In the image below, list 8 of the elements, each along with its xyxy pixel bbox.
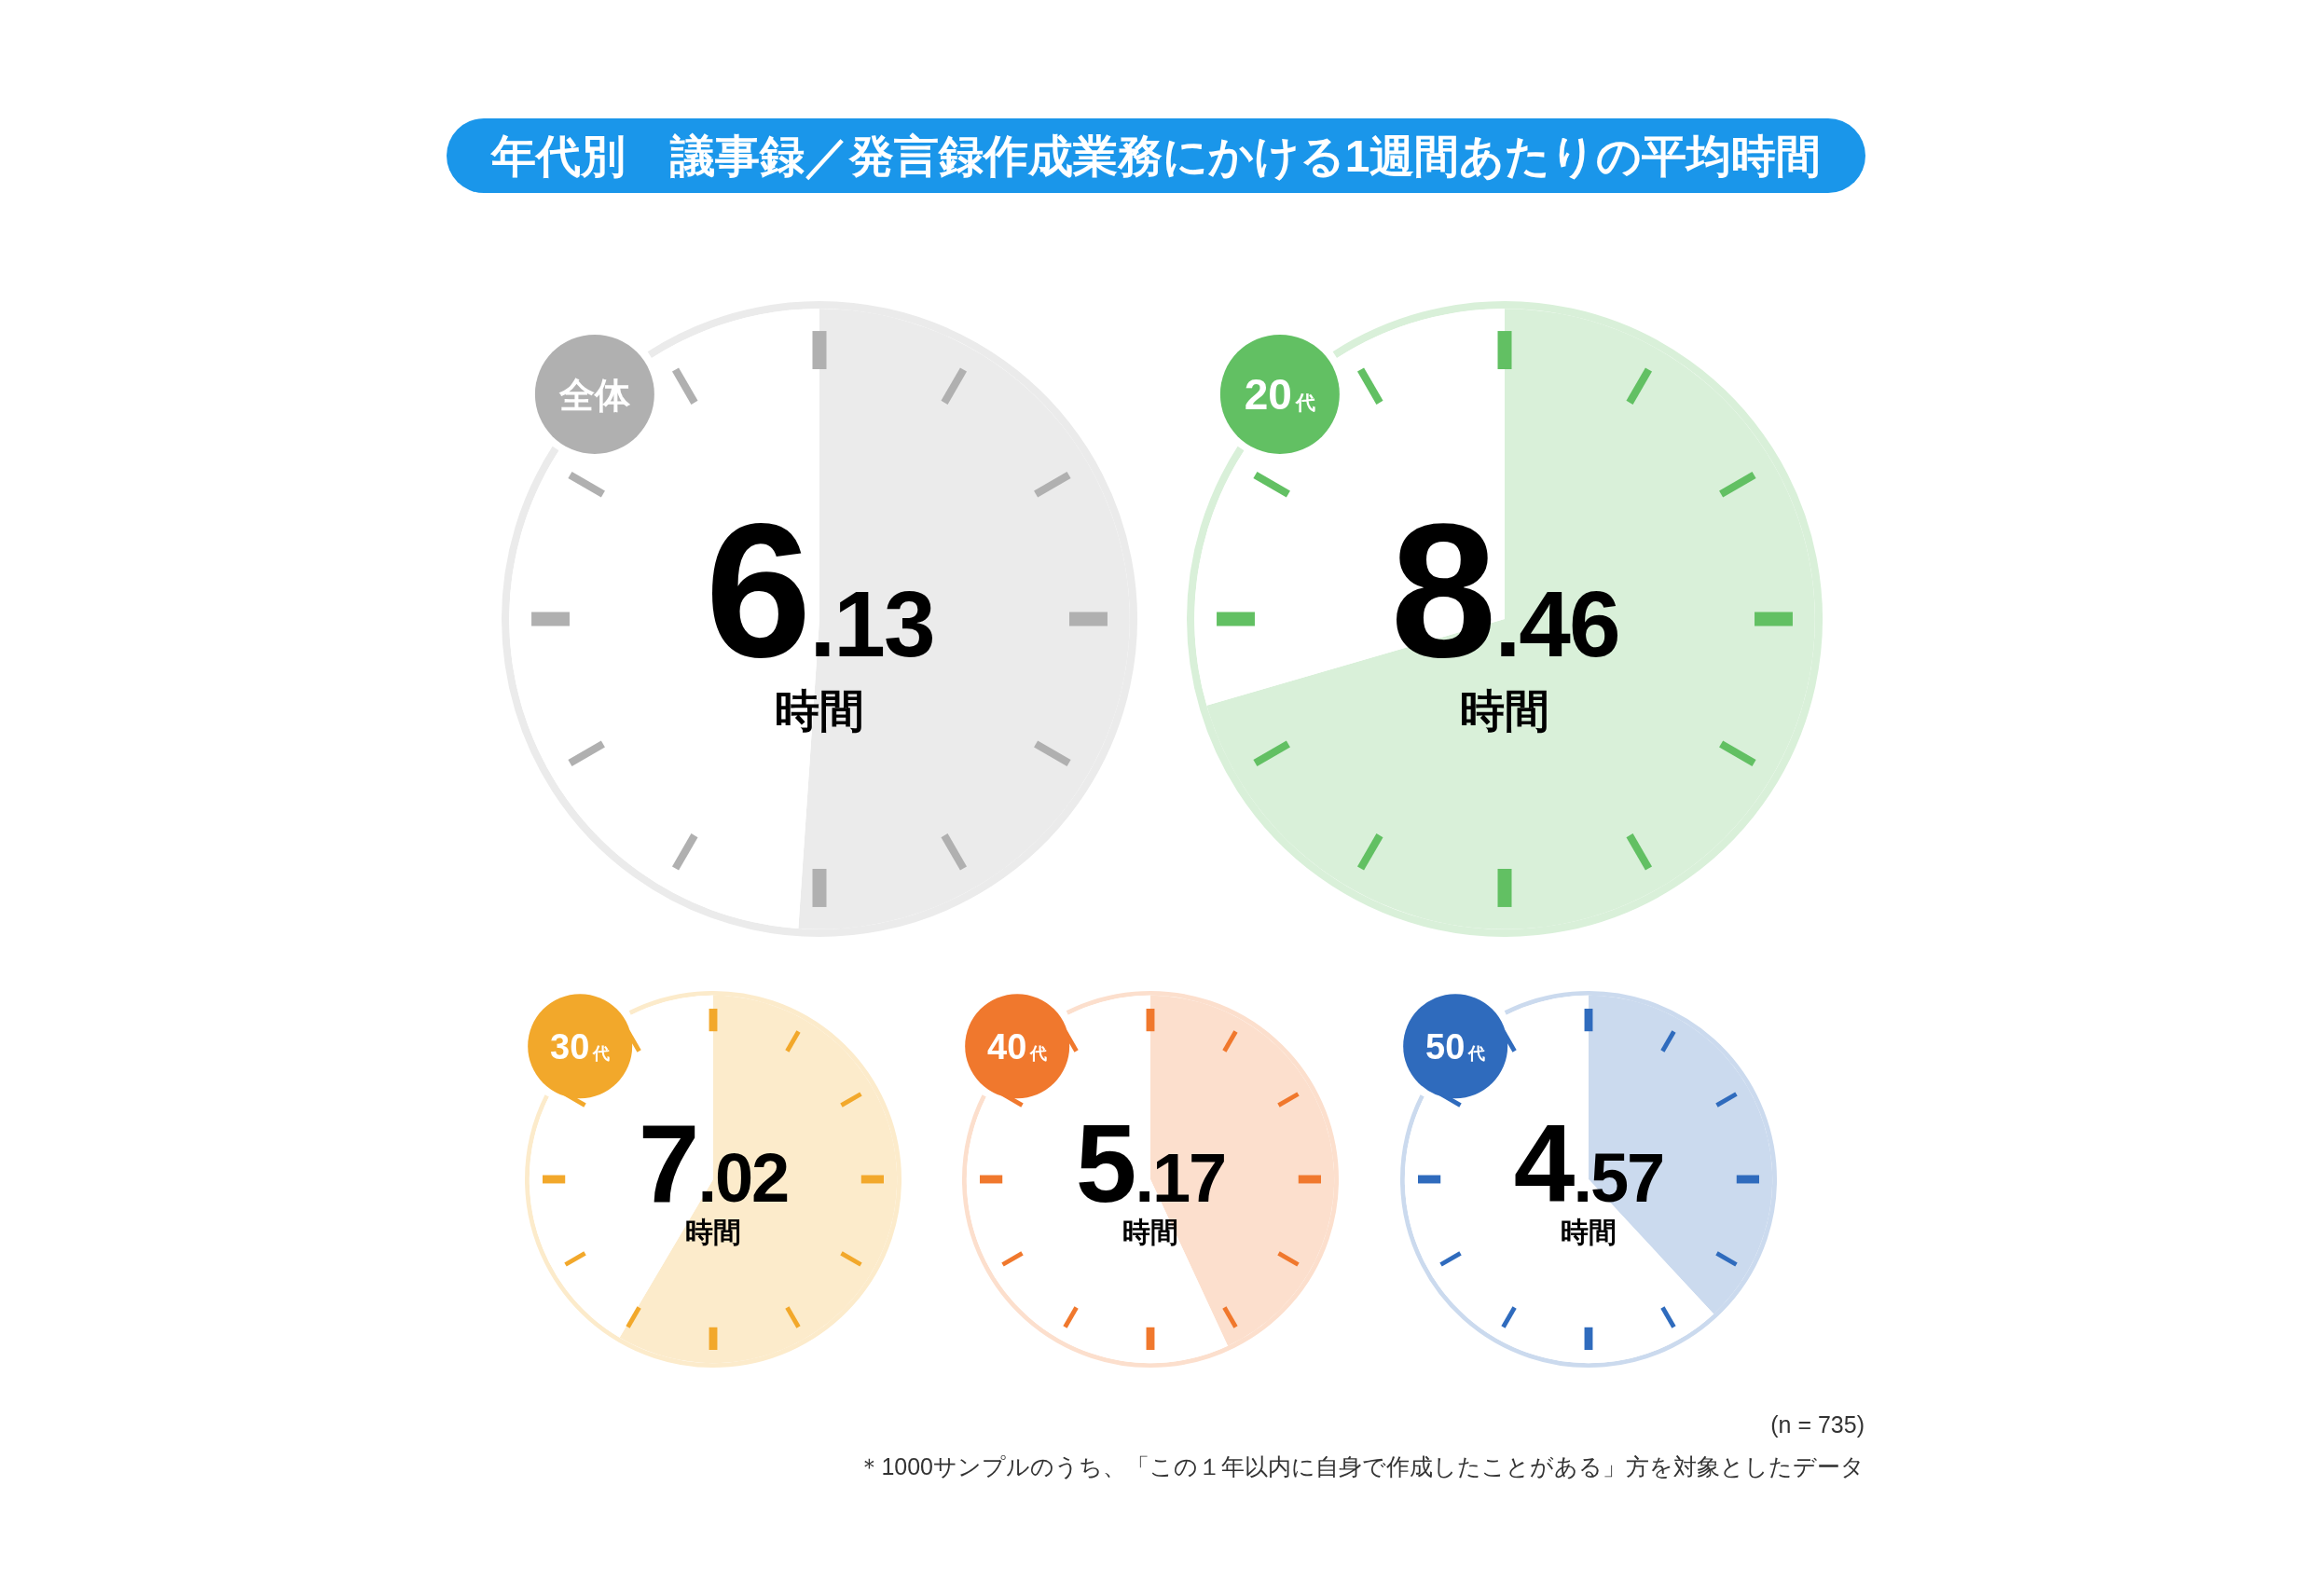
text: 全体 [557, 375, 631, 415]
text: 20代 [1244, 370, 1315, 420]
text: ＊1000サンプルのうち、「この１年以内に自身で作成したことがある」方を対象としたデータ [858, 1453, 1865, 1479]
text: 30代 [550, 1026, 611, 1066]
text: 50代 [1425, 1026, 1486, 1066]
text: 年代別 議事録／発言録作成業務にかける1週間あたりの平均時間 [489, 131, 1822, 181]
text: 40代 [987, 1026, 1048, 1066]
text: (n = 735) [1770, 1411, 1865, 1438]
